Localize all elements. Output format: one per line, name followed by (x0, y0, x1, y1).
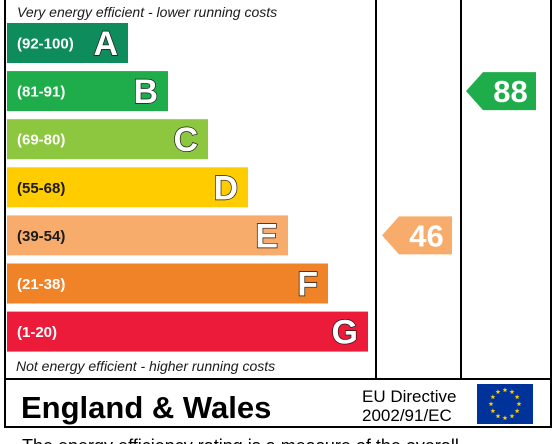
band-bar-g (7, 311, 368, 352)
band-letter-d: D (213, 169, 238, 207)
eu-flag-icon (477, 384, 533, 424)
band-bar-b (7, 71, 168, 112)
eu-star (514, 394, 520, 400)
bottom-description: The energy efficiency rating is a measur… (22, 436, 459, 444)
eu-star (516, 401, 522, 407)
band-letter-b: B (133, 73, 158, 111)
band-range-g: (1-20) (17, 324, 57, 341)
current-rating-value: 46 (409, 218, 443, 253)
band-c: (69-80) C (7, 119, 208, 160)
band-letter-a: A (93, 25, 118, 63)
band-bar-f (7, 263, 328, 304)
band-letter-f: F (297, 266, 318, 304)
region-title: England & Wales (21, 390, 271, 425)
eu-star (490, 408, 496, 414)
band-letter-c: C (173, 121, 198, 159)
eu-star (495, 413, 501, 419)
band-range-a: (92-100) (17, 36, 74, 53)
eu-directive-line1: EU Directive (362, 387, 456, 406)
rating-bands: (92-100) A (81-91) B (69-80) C (55-68) D (39-54)… (7, 23, 368, 352)
eu-star (495, 389, 501, 394)
eu-star (509, 413, 515, 419)
eu-star (488, 401, 494, 407)
potential-rating-value: 88 (493, 74, 527, 109)
eu-star (490, 394, 496, 400)
band-letter-e: E (255, 217, 278, 255)
band-g: (1-20) G (7, 311, 368, 352)
band-e: (39-54) E (7, 215, 288, 256)
header-note: Very energy efficient - lower running co… (17, 4, 277, 20)
band-range-e: (39-54) (17, 228, 65, 245)
footer-note: Not energy efficient - higher running co… (16, 358, 275, 374)
band-bar-d (7, 167, 248, 208)
eu-star (514, 408, 520, 414)
potential-rating-arrow: 88 (466, 72, 536, 111)
current-rating-arrow: 46 (382, 216, 452, 255)
potential-rating-shape (466, 72, 536, 111)
band-range-b: (81-91) (17, 84, 65, 101)
chart-frame (4, 0, 552, 428)
eu-star (502, 415, 508, 421)
band-d: (55-68) D (7, 167, 248, 208)
current-rating-shape (382, 216, 452, 255)
band-f: (21-38) F (7, 263, 328, 304)
band-bar-a (7, 23, 128, 63)
band-range-d: (55-68) (17, 180, 65, 197)
band-range-c: (69-80) (17, 132, 65, 149)
band-bar-c (7, 119, 208, 160)
eu-star (509, 389, 515, 394)
band-a: (92-100) A (7, 23, 128, 64)
band-bar-e (7, 215, 288, 256)
band-b: (81-91) B (7, 71, 168, 112)
rating-indicators: 46 88 (382, 72, 536, 255)
band-letter-g: G (332, 314, 358, 352)
eu-directive-line2: 2002/91/EC (362, 406, 452, 425)
band-range-f: (21-38) (17, 276, 65, 293)
eu-star (502, 387, 508, 393)
